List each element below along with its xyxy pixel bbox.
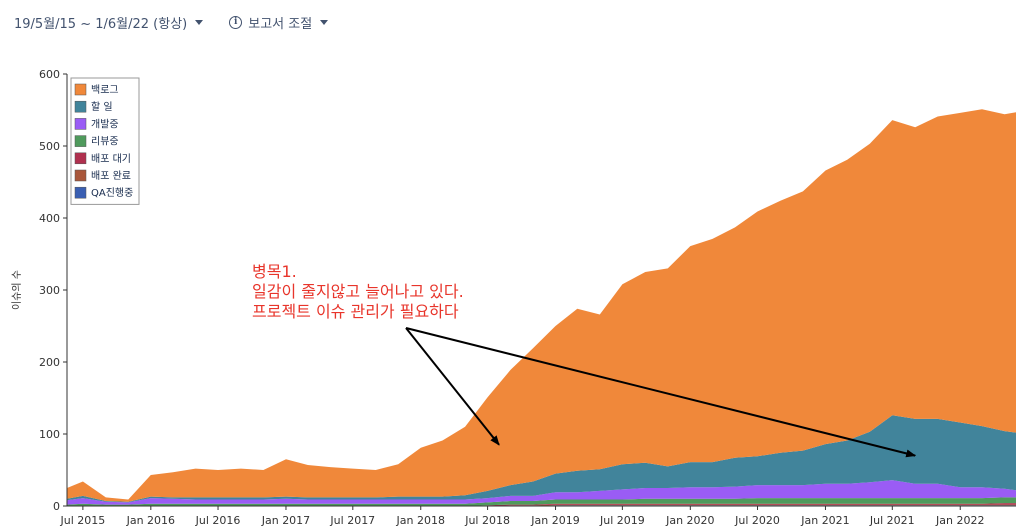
x-tick-label: Jul 2019 <box>599 514 645 527</box>
x-tick-label: Jul 2020 <box>734 514 780 527</box>
x-tick-label: Jan 2018 <box>396 514 445 527</box>
legend-label-review: 리뷰중 <box>91 136 119 148</box>
y-tick-label: 100 <box>39 428 60 441</box>
area-backlog <box>67 109 1016 502</box>
x-tick-label: Jan 2016 <box>126 514 175 527</box>
y-tick-label: 300 <box>39 284 60 297</box>
area-deploy_wait <box>67 503 1016 506</box>
chart-areas <box>67 109 1016 506</box>
chart-axes: 0 100 200 300 400 500 600 Jul 2015 Jan 2016 Jul 2… <box>11 68 1016 527</box>
area-todo <box>67 415 1016 503</box>
legend-swatch-deploy_wait <box>74 152 87 165</box>
legend-label-deploy_done: 배포 완료 <box>91 170 131 182</box>
x-tick-label: Jan 2020 <box>665 514 714 527</box>
annotation-text-line: 일감이 줄지않고 늘어나고 있다. <box>252 282 464 301</box>
date-range-label: 19/5월/15 ~ 1/6월/22 (항상) <box>14 16 188 32</box>
y-tick-label: 600 <box>39 68 60 81</box>
y-axis-label: 이슈의 수 <box>11 270 23 310</box>
legend-label-backlog: 백로그 <box>91 84 119 96</box>
area-in_dev <box>67 480 1016 505</box>
legend-label-in_dev: 개발중 <box>91 118 119 130</box>
annotation-arrow <box>405 327 917 458</box>
legend-swatch-todo <box>74 100 87 113</box>
legend-label-deploy_wait: 배포 대기 <box>91 153 131 165</box>
x-tick-label: Jul 2016 <box>195 514 241 527</box>
annotation-arrow <box>405 327 500 446</box>
info-icon: i <box>229 15 243 29</box>
x-tick-label: Jul 2021 <box>869 514 915 527</box>
x-tick-label: Jan 2017 <box>261 514 310 527</box>
x-tick-label: Jan 2021 <box>800 514 849 527</box>
y-tick-label: 400 <box>39 212 60 225</box>
chart-annotation: 병목1.일감이 줄지않고 늘어나고 있다.프로젝트 이슈 관리가 필요하다 <box>252 262 917 458</box>
date-range-dropdown[interactable]: 19/5월/15 ~ 1/6월/22 (항상) <box>14 13 204 32</box>
x-tick-label: Jul 2018 <box>464 514 510 527</box>
x-tick-label: Jul 2017 <box>329 514 375 527</box>
report-settings-dropdown[interactable]: i 보고서 조절 <box>229 13 329 32</box>
y-tick-label: 0 <box>53 500 60 513</box>
y-tick-label: 500 <box>39 140 60 153</box>
legend-swatch-deploy_done <box>74 169 87 182</box>
annotation-text-line: 병목1. <box>252 262 297 281</box>
legend-swatch-qa <box>74 186 87 199</box>
legend-swatch-backlog <box>74 83 87 96</box>
x-tick-label: Jan 2019 <box>530 514 579 527</box>
legend-swatch-in_dev <box>74 118 87 130</box>
area-review <box>67 497 1016 506</box>
report-toolbar: 19/5월/15 ~ 1/6월/22 (항상) i 보고서 조절 <box>14 10 329 34</box>
chevron-down-icon <box>320 19 329 25</box>
legend-label-qa: QA진행중 <box>91 187 133 199</box>
annotation-text-line: 프로젝트 이슈 관리가 필요하다 <box>252 302 459 321</box>
legend-label-todo: 할 일 <box>91 101 113 113</box>
x-tick-label: Jul 2015 <box>59 514 105 527</box>
report-settings-label: 보고서 조절 <box>248 16 313 32</box>
y-tick-label: 200 <box>39 356 60 369</box>
x-tick-label: Jan 2022 <box>935 514 984 527</box>
area-deploy_done <box>67 504 1016 506</box>
legend-swatch-review <box>74 135 87 147</box>
chevron-down-icon <box>195 19 204 25</box>
